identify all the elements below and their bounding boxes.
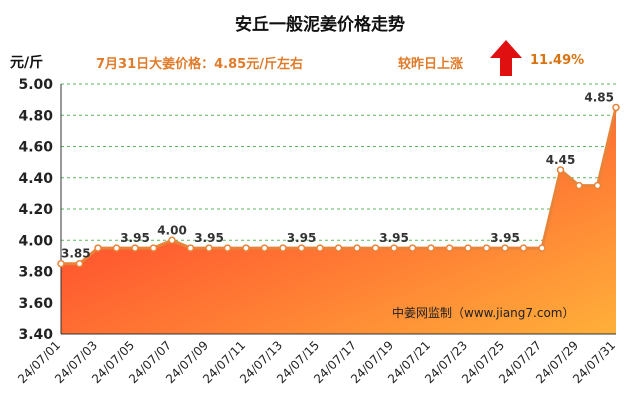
change-value: 11.49%	[530, 53, 585, 68]
data-point	[260, 244, 269, 252]
data-label: 3.95	[194, 231, 224, 245]
data-point	[390, 244, 398, 252]
data-label: 3.85	[61, 247, 91, 261]
data-label: 4.00	[157, 223, 187, 237]
y-tick-label: 3.40	[18, 327, 53, 343]
data-point	[297, 244, 306, 252]
data-point	[464, 244, 472, 252]
data-labels: 3.85 3.95 4.00 3.95 3.95 3.95 3.95 4.45 4.85	[61, 90, 614, 260]
data-point	[279, 244, 287, 252]
y-tick-label: 4.40	[18, 171, 53, 187]
data-point	[186, 244, 195, 252]
change-label: 较昨日上涨	[398, 57, 464, 72]
area-fill	[61, 107, 616, 334]
data-point	[427, 244, 435, 252]
y-tick-label: 3.80	[18, 265, 53, 281]
data-point	[168, 236, 176, 244]
axes	[60, 84, 616, 335]
price-note: 7月31日大姜价格：4.85元/斤左右	[96, 57, 303, 72]
data-point	[519, 244, 528, 252]
y-tick-label: 3.60	[18, 296, 53, 312]
data-point	[316, 244, 324, 252]
y-tick-label: 4.20	[18, 202, 53, 218]
data-label: 3.95	[490, 231, 520, 245]
data-point	[538, 244, 546, 252]
chart-title: 安丘一般泥姜价格走势	[235, 15, 405, 35]
up-arrow-icon	[490, 40, 522, 76]
y-tick-label: 4.80	[18, 108, 53, 124]
data-point	[149, 244, 158, 252]
data-point	[556, 166, 565, 174]
data-point	[408, 244, 417, 252]
data-point	[334, 244, 343, 252]
data-point	[75, 259, 84, 268]
data-label: 3.95	[287, 231, 317, 245]
y-tick-label: 4.00	[18, 233, 53, 249]
data-point	[593, 181, 602, 190]
y-tick-label: 5.00	[18, 77, 53, 93]
y-tick-label: 4.60	[18, 140, 53, 156]
series-points	[57, 103, 620, 268]
data-point	[612, 103, 620, 112]
data-point	[501, 244, 509, 252]
data-point	[57, 259, 65, 268]
data-point	[371, 244, 380, 252]
data-label: 4.45	[546, 153, 576, 167]
data-point	[131, 244, 139, 252]
y-tick-labels: 3.40 3.60 3.80 4.00 4.20 4.40 4.60 4.80 5.00	[18, 77, 53, 343]
data-point	[223, 244, 232, 252]
x-tick-labels: 24/07/0124/07/0324/07/0524/07/0724/07/09…	[15, 338, 618, 386]
data-point	[94, 244, 102, 252]
data-point	[482, 244, 491, 252]
y-unit-label: 元/斤	[10, 55, 44, 71]
data-label: 3.95	[379, 231, 409, 245]
data-label: 4.85	[584, 90, 614, 104]
data-point	[575, 181, 583, 190]
data-label: 3.95	[120, 231, 150, 245]
data-point	[205, 244, 213, 252]
watermark: 中姜网监制（www.jiang7.com）	[392, 306, 575, 320]
area-path	[61, 107, 616, 334]
data-point	[112, 244, 121, 252]
data-point	[445, 244, 454, 252]
data-point	[242, 244, 250, 252]
data-point	[353, 244, 361, 252]
